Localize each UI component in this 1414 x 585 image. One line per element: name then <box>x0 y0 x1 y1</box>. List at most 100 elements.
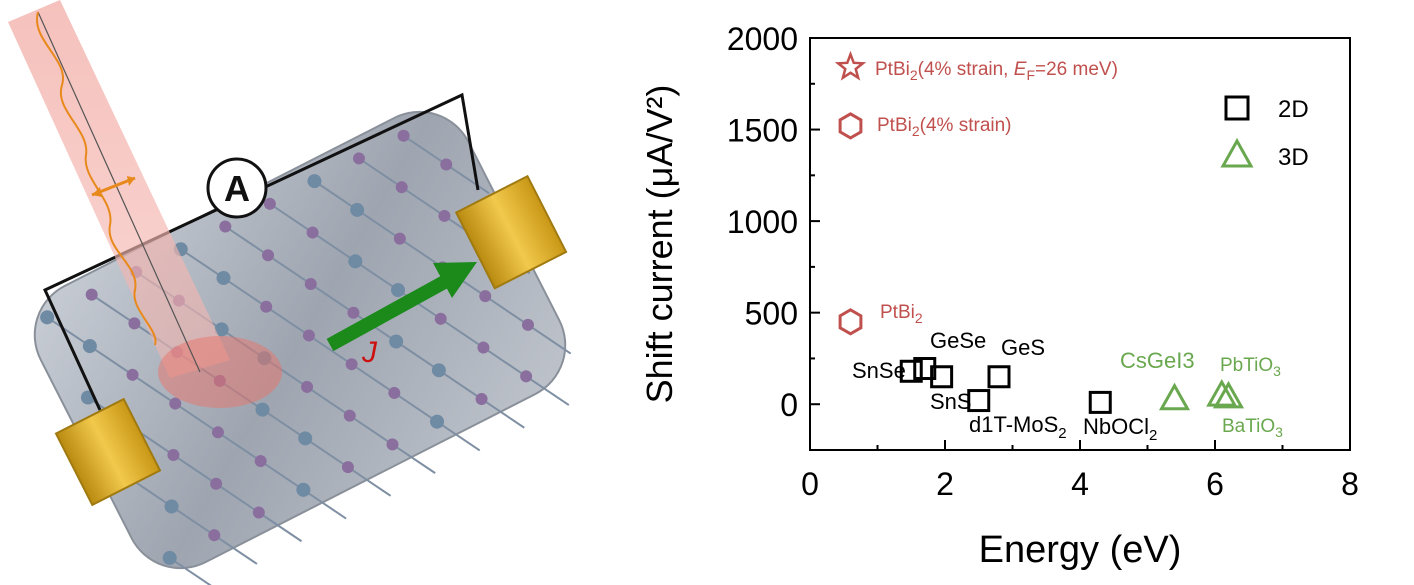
lattice-atom <box>302 329 315 342</box>
lattice-atom <box>211 426 224 439</box>
data-point-ges <box>987 365 1011 389</box>
lattice-atom <box>521 318 534 331</box>
data-points <box>834 50 1245 414</box>
lattice-bond <box>482 346 527 378</box>
lattice-atom <box>341 461 354 474</box>
label-nbocl2: NbOCl2 <box>1083 414 1157 444</box>
lattice-bond <box>527 324 572 355</box>
lattice-bond <box>224 225 269 257</box>
lattice-bond <box>269 202 314 234</box>
lattice-bond <box>302 488 347 520</box>
data-point-csgei <box>1158 382 1191 411</box>
label-sns: SnS <box>930 389 972 414</box>
lattice-bond <box>402 134 447 166</box>
lattice-bond <box>169 557 213 585</box>
lattice-atom <box>262 249 275 262</box>
data-point-gese <box>913 357 937 381</box>
lattice-bond <box>401 186 445 217</box>
lattice-bond <box>351 363 395 394</box>
ammeter-label: A <box>224 168 250 209</box>
lattice-bond <box>484 295 529 326</box>
y-tick-label: 1000 <box>727 204 798 240</box>
lattice-bond <box>213 534 258 565</box>
x-tick-label: 6 <box>1206 466 1224 502</box>
y-tick-label: 2000 <box>727 21 798 57</box>
lattice-bond <box>261 408 306 440</box>
lattice-bond <box>260 460 304 491</box>
lattice-atom <box>393 232 406 245</box>
lattice-bond <box>308 334 353 366</box>
lattice-atom <box>263 197 276 210</box>
lattice-bond <box>436 420 481 452</box>
lattice-bond <box>395 340 440 372</box>
lattice-bond <box>313 180 358 211</box>
legend-marker-2d <box>1224 95 1250 121</box>
lattice-bond <box>393 392 438 423</box>
label-ges: GeS <box>1001 335 1045 360</box>
lattice-atom <box>391 283 406 298</box>
lattice-bond <box>399 237 444 269</box>
lattice-bond <box>310 283 355 314</box>
label-mos2: d1T-MoS2 <box>969 412 1067 442</box>
x-axis-label: Energy (eV) <box>979 529 1182 571</box>
data-point-nbocl <box>1088 390 1112 414</box>
lattice-bond <box>265 305 310 337</box>
lattice-bond <box>481 398 525 429</box>
lattice-bond <box>89 345 134 376</box>
label-gese: GeSe <box>930 328 986 353</box>
lattice-bond <box>306 386 351 417</box>
axis-ticks: 0 2 4 6 8 0 500 1000 1500 2000 <box>727 21 1359 502</box>
lattice-atom <box>255 402 270 417</box>
ammeter: A <box>206 157 268 219</box>
lattice-bond <box>91 293 135 325</box>
lattice-bond <box>349 414 394 446</box>
lattice-atom <box>440 158 453 171</box>
lattice-atom <box>479 290 492 303</box>
lattice-atom <box>162 550 177 565</box>
data-point-snse <box>899 359 923 383</box>
legend-label-3d: 3D <box>1278 144 1309 171</box>
lattice-atom <box>214 322 229 337</box>
lattice-atom <box>520 370 533 383</box>
legend-marker-3d <box>1220 137 1254 168</box>
lattice-bond <box>312 231 356 263</box>
light-beam <box>8 0 282 408</box>
label-pbtio3: PbTiO3 <box>1220 355 1281 379</box>
lattice-atom <box>208 529 221 542</box>
current-label: J <box>361 336 378 369</box>
lattice-atom <box>343 409 356 422</box>
lattice-atom <box>430 414 445 429</box>
label-ptbi2: PtBi2 <box>880 302 923 326</box>
data-point-batio <box>1212 380 1245 409</box>
lattice-atom <box>348 254 363 269</box>
lattice-bond <box>440 317 484 349</box>
label-csgei3: CsGeI3 <box>1120 348 1195 373</box>
data-point-ptbi-4-strain <box>838 112 863 140</box>
lattice-atom <box>82 339 97 354</box>
lattice-bond <box>358 157 403 189</box>
lattice-atom <box>307 174 322 189</box>
lattice-bond <box>391 443 436 474</box>
lattice-bond <box>258 511 303 543</box>
device-illustration: A J <box>8 0 572 585</box>
lattice-bond <box>356 209 401 240</box>
lattice-atom <box>128 317 141 330</box>
lattice-bond <box>131 373 176 405</box>
lattice-atom <box>296 482 311 497</box>
legend: 2D 3D <box>1220 95 1309 171</box>
lattice-atom <box>306 226 319 239</box>
lattice-atom <box>475 392 488 405</box>
current-arrow <box>326 262 477 352</box>
lattice-atom <box>260 300 273 313</box>
lattice-bond <box>525 375 570 406</box>
lattice-atom <box>347 306 360 319</box>
y-axis-label: Shift current (μA/V²) <box>639 85 680 404</box>
lattice-bond <box>438 369 483 400</box>
lattice-bond <box>174 402 219 434</box>
data-point-sns <box>930 365 954 389</box>
right-electrode <box>454 174 568 290</box>
lattice-bond <box>347 466 392 497</box>
lattice-atom <box>352 152 365 165</box>
x-tick-label: 4 <box>1071 466 1089 502</box>
lattice-atom <box>254 455 267 468</box>
